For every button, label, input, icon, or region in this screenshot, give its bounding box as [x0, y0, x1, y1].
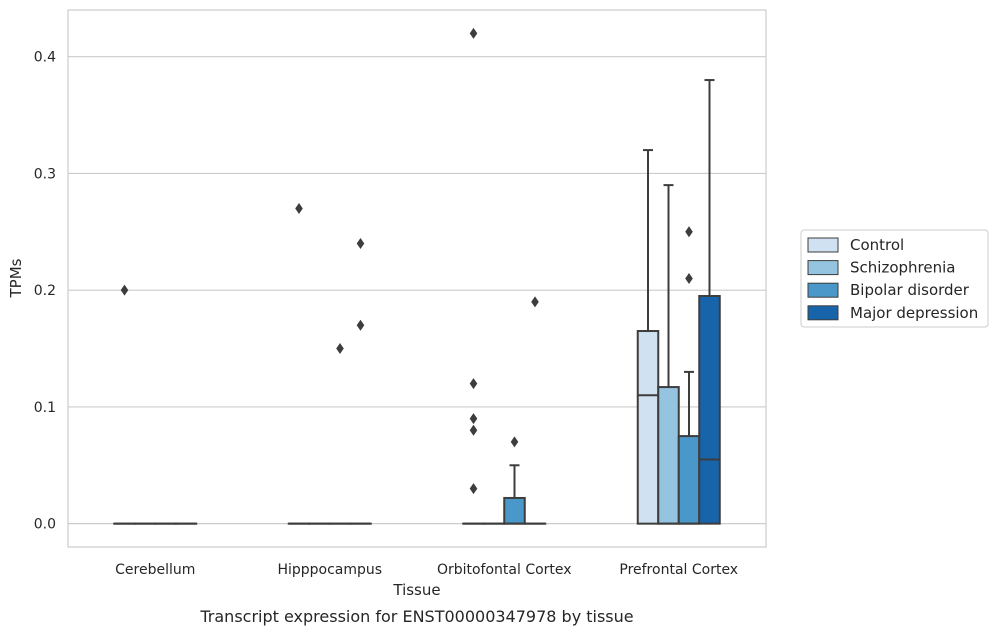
outlier-point [510, 436, 519, 448]
y-tick-label: 0.0 [34, 517, 56, 533]
legend-swatch [807, 282, 839, 298]
legend-frame [800, 229, 989, 328]
box-body [698, 295, 721, 525]
y-axis-label: TPMs [7, 258, 25, 298]
outlier-point [469, 483, 478, 495]
box-group [698, 79, 721, 525]
x-tick-label: Cerebellum [115, 562, 195, 578]
outlier-point [356, 237, 365, 249]
x-tick-label: Hipppocampus [277, 562, 382, 578]
outlier-point [120, 284, 129, 296]
outlier-point [295, 202, 303, 214]
x-axis-label: Tissue [392, 581, 440, 599]
box-group [503, 436, 526, 525]
y-tick-label: 0.2 [34, 283, 56, 299]
legend-swatch [807, 260, 839, 276]
outlier-point [469, 378, 478, 390]
x-tick-labels: Cerebellum Hipppocampus Orbitofontal Corte… [115, 562, 738, 578]
y-tick-label: 0.4 [34, 50, 56, 66]
legend-label: Major depression [850, 304, 978, 322]
outlier-point [469, 413, 478, 425]
box-body [503, 496, 526, 525]
outlier-point [469, 424, 478, 436]
legend: Control Schizophrenia Bipolar disorder Majo… [800, 229, 989, 328]
outlier-point [336, 343, 344, 355]
outlier-point [685, 226, 693, 238]
legend-label: Control [850, 236, 904, 254]
outlier-point [356, 319, 365, 331]
box-body [657, 386, 680, 525]
box-group [677, 226, 701, 525]
y-tick-labels: 0.0 0.1 0.2 0.3 0.4 [34, 50, 56, 533]
box-body [677, 435, 701, 525]
legend-swatch [807, 237, 839, 253]
legend-label: Bipolar disorder [850, 281, 970, 299]
boxes-layer [113, 27, 721, 525]
outlier-point [685, 273, 693, 284]
outlier-point [469, 27, 478, 39]
y-tick-label: 0.1 [34, 400, 56, 416]
box-group [462, 27, 485, 525]
legend-swatch [807, 305, 839, 321]
x-tick-label: Orbitofontal Cortex [437, 562, 572, 578]
box-body [636, 330, 660, 525]
legend-label: Schizophrenia [850, 259, 955, 277]
y-tick-label: 0.3 [34, 166, 56, 182]
box-group [523, 296, 547, 525]
x-tick-label: Prefrontal Cortex [619, 562, 738, 578]
chart-caption: Transcript expression for ENST0000034797… [199, 607, 633, 626]
outlier-point [531, 296, 539, 308]
plot-frame [67, 9, 767, 548]
box-group [349, 237, 372, 525]
